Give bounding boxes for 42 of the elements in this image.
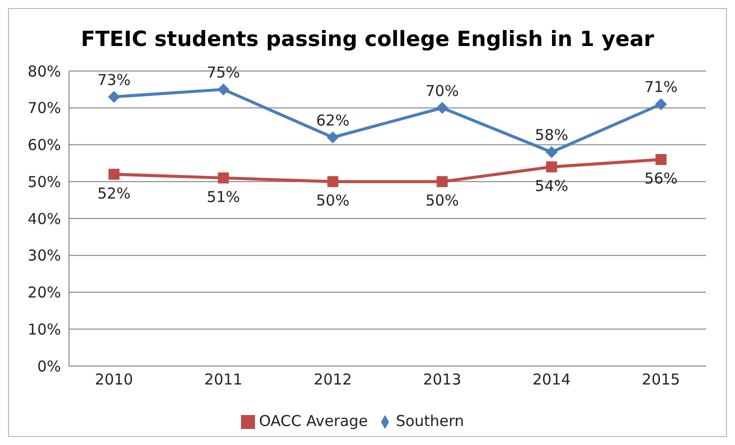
data-label: 70% [426,82,459,100]
y-tick-label: 20% [28,284,61,302]
point [108,90,120,103]
point [218,172,229,184]
point [655,98,667,110]
data-label: 62% [316,111,350,130]
point [656,154,666,165]
legend-label: OACC Average [258,412,368,430]
point [436,102,448,114]
point [436,176,448,188]
data-label: 52% [97,184,131,202]
y-tick-label: 70% [28,99,61,118]
y-tick-label: 60% [28,136,61,154]
x-tick-label: 2011 [204,370,242,389]
data-label: 56% [644,170,678,188]
point [546,146,558,158]
data-label: 75% [206,63,240,82]
data-label: 51% [206,188,240,206]
x-tick-label: 2015 [642,370,680,389]
data-label: 58% [534,126,568,144]
y-tick-label: 0% [37,357,61,376]
data-label: 73% [97,70,131,89]
data-label: 54% [534,176,568,195]
x-tick-label: 2014 [532,370,571,389]
point [217,83,230,96]
data-label: 50% [426,192,459,210]
x-tick-label: 2012 [314,370,352,389]
point [327,176,338,188]
y-tick-label: 80% [28,62,61,80]
data-label: 50% [316,192,350,210]
legend-label: Southern [396,412,464,430]
point [108,168,120,180]
point [326,131,339,144]
point [546,161,558,172]
y-tick-label: 10% [28,320,61,338]
x-tick-label: 2010 [94,370,134,389]
y-tick-label: 30% [28,246,61,265]
chart-title: FTEIC students passing college English in 1 year [80,26,656,53]
data-label: 71% [644,78,678,96]
y-tick-label: 40% [28,210,61,228]
y-tick-label: 50% [28,172,61,191]
x-tick-label: 2013 [423,370,462,389]
